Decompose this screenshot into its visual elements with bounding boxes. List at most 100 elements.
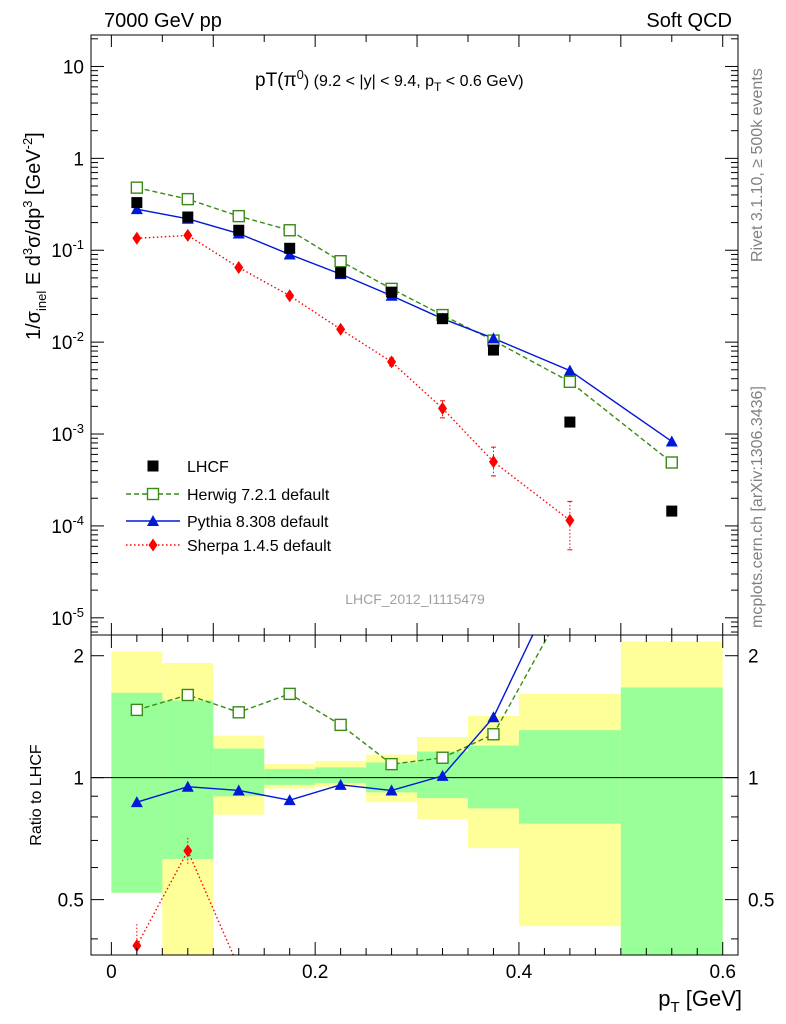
legend-entry-lhcf: LHCF <box>147 459 229 476</box>
ratio-herwig-point <box>232 706 245 719</box>
herwig-point <box>130 181 144 194</box>
ratio-sherpa-line <box>136 849 235 955</box>
ratio-marks <box>91 635 738 955</box>
ratio-herwig-point <box>487 728 500 741</box>
y-axis-title: 1/σinel E d3σ/dp3 [GeV-2] <box>20 132 49 340</box>
legend-pythia-label: Pythia 8.308 default <box>187 514 329 531</box>
sherpa-point <box>234 260 244 274</box>
ratio-y-tick-label: 0.5 <box>58 891 84 912</box>
legend: LHCF Herwig 7.2.1 default Pythia 8.308 d… <box>126 459 332 555</box>
ratio-pythia-point <box>487 711 500 723</box>
ratio-pythia-point <box>385 784 398 796</box>
lhcf-point <box>666 505 678 517</box>
mcplots-credit: mcplots.cern.ch [arXiv:1306.3436] <box>749 386 766 628</box>
pythia-point <box>563 364 576 376</box>
ratio-y-tick-label: 1 <box>73 769 84 790</box>
uncertainty-band-inner <box>111 692 163 893</box>
ratio-y-axis-title: Ratio to LHCF <box>28 744 45 846</box>
chart-title: pT(π0) (9.2 < |y| < 9.4, pT < 0.6 GeV) <box>255 67 524 94</box>
y-tick-label: 10-1 <box>51 237 84 262</box>
x-axis-title: pT [GeV] <box>658 986 742 1016</box>
sherpa-point <box>183 228 193 242</box>
x-tick-label: 0.2 <box>302 962 328 983</box>
sherpa-point <box>488 455 498 469</box>
pythia-point <box>487 332 500 344</box>
ratio-pythia-point <box>232 784 245 796</box>
ratio-pythia-point <box>283 794 296 806</box>
sherpa-point <box>336 322 346 336</box>
herwig-point <box>181 192 194 206</box>
legend-herwig-label: Herwig 7.2.1 default <box>187 487 330 504</box>
lhcf-point <box>284 242 296 254</box>
ratio-pythia-point <box>130 796 143 808</box>
x-tick-label: 0.4 <box>506 962 533 983</box>
legend-entry-herwig: Herwig 7.2.1 default <box>126 487 330 504</box>
uncertainty-band-inner <box>518 730 621 824</box>
herwig-point <box>232 209 245 223</box>
uncertainty-band-inner <box>162 700 214 859</box>
sherpa-point <box>387 355 397 369</box>
legend-sherpa-label: Sherpa 1.4.5 default <box>187 538 332 555</box>
y-tick-label: 1 <box>73 149 84 170</box>
legend-lhcf-marker <box>147 460 159 472</box>
lhcf-point <box>182 211 194 223</box>
ratio-y-tick-label: 2 <box>73 647 84 668</box>
main-marks <box>130 181 678 551</box>
x-tick-label: 0 <box>106 962 117 983</box>
ratio-sherpa-point <box>183 844 193 858</box>
uncertainty-band-inner <box>467 745 519 809</box>
collision-label: 7000 GeV pp <box>104 10 222 32</box>
sherpa-point <box>565 513 575 527</box>
herwig-point <box>283 224 296 237</box>
process-label: Soft QCD <box>646 10 732 32</box>
legend-sherpa-marker <box>148 538 158 552</box>
uncertainty-band-inner <box>620 687 723 955</box>
herwig-point <box>563 375 577 389</box>
herwig-line <box>136 186 673 464</box>
x-tick-label: 0.6 <box>710 962 736 983</box>
ratio-y-tick-label-right: 1 <box>748 769 759 790</box>
uncertainty-band-inner <box>315 767 367 784</box>
sherpa-point <box>132 231 142 245</box>
ratio-y-tick-label-right: 2 <box>748 647 759 668</box>
ratio-ticks: 0.5 0.5 1 1 2 2 0 0.2 0.4 0.6 <box>58 635 774 983</box>
legend-pythia-marker <box>147 515 159 526</box>
legend-entry-sherpa: Sherpa 1.4.5 default <box>126 538 332 555</box>
legend-entry-pythia: Pythia 8.308 default <box>126 514 329 531</box>
lhcf-point <box>487 344 499 356</box>
ratio-pythia-point <box>334 778 347 790</box>
ratio-panel: 0.5 0.5 1 1 2 2 0 0.2 0.4 0.6 Ratio to LHCF pT [G… <box>28 634 774 1016</box>
y-tick-label: 10-4 <box>51 513 84 538</box>
lhcf-point <box>564 416 576 428</box>
ratio-herwig-point <box>436 751 449 764</box>
lhcf-point <box>437 313 449 325</box>
legend-herwig-marker <box>146 487 160 501</box>
lhcf-point <box>233 224 245 236</box>
lhcf-point <box>386 286 398 298</box>
uncertainty-band-inner <box>264 769 316 785</box>
ratio-pythia-point <box>436 769 449 781</box>
herwig-point <box>334 254 347 268</box>
y-tick-label: 10-2 <box>51 329 84 354</box>
ratio-herwig-point <box>283 687 296 701</box>
sherpa-line <box>136 234 571 521</box>
lhcf-point <box>131 197 143 209</box>
pythia-point <box>130 203 143 215</box>
ratio-herwig-point <box>130 703 144 717</box>
lhcf-point <box>335 267 347 279</box>
analysis-id: LHCF_2012_I1115479 <box>345 591 485 607</box>
legend-lhcf-label: LHCF <box>187 459 229 476</box>
ratio-herwig-point <box>334 718 347 732</box>
herwig-point <box>665 456 678 469</box>
rivet-credit: Rivet 3.1.10, ≥ 500k events <box>749 68 766 262</box>
sherpa-point <box>438 401 448 415</box>
sherpa-point <box>285 289 295 303</box>
y-tick-label: 10-3 <box>51 421 84 446</box>
pythia-point <box>283 248 296 260</box>
ratio-herwig-point <box>181 688 194 702</box>
main-panel: 10 1 10-1 10-2 10-3 10-4 10-5 pT(π0) (9.2 < |y… <box>20 34 739 636</box>
ratio-herwig-point <box>385 757 398 771</box>
y-tick-label: 10-5 <box>51 605 84 630</box>
ratio-frame <box>90 634 739 956</box>
